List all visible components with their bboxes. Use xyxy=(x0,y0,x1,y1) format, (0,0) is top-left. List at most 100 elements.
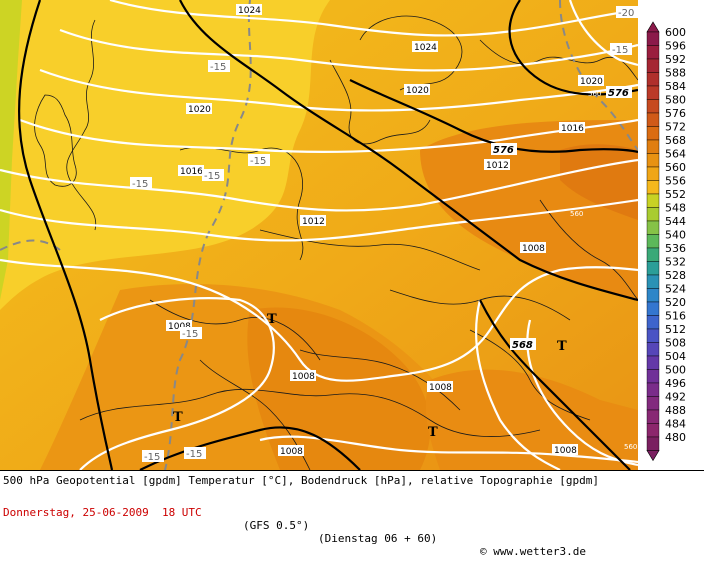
pressure-label: 1024 xyxy=(238,6,261,16)
legend-level-label: 564 xyxy=(665,148,686,161)
pressure-label: 1008 xyxy=(168,322,191,332)
model-run: (Dienstag 06 + 60) xyxy=(318,532,438,545)
legend-swatch xyxy=(646,166,660,181)
legend-swatch xyxy=(646,261,660,276)
legend-level-label: 532 xyxy=(665,256,686,269)
temperature-label: -15 xyxy=(144,452,160,463)
legend-swatch xyxy=(646,436,660,451)
temperature-label: -15 xyxy=(186,449,202,460)
low-pressure-mark: T xyxy=(267,312,277,327)
legend-swatch xyxy=(646,139,660,154)
legend-level-label: 520 xyxy=(665,296,686,309)
legend-level-label: 584 xyxy=(665,80,686,93)
geopotential-label-group: 576 576 568 560 560 560 xyxy=(491,86,637,451)
legend-swatch xyxy=(646,301,660,316)
legend-level-label: 600 xyxy=(665,26,686,39)
legend-level-label: 580 xyxy=(665,94,686,107)
pressure-label-group: 1024 1024 1020 1020 1020 1016 1016 1012 … xyxy=(166,4,604,457)
legend-level-label: 540 xyxy=(665,229,686,242)
legend-swatch xyxy=(646,85,660,100)
geopotential-label: 576 xyxy=(608,88,629,99)
legend-swatch xyxy=(646,234,660,249)
legend-level-label: 496 xyxy=(665,377,686,390)
legend-level-label: 568 xyxy=(665,134,686,147)
legend-swatch xyxy=(646,99,660,114)
pressure-label: 1020 xyxy=(580,77,603,87)
legend-level-label: 560 xyxy=(665,161,686,174)
legend-swatch xyxy=(646,288,660,303)
temperature-label: -15 xyxy=(210,62,226,73)
temperature-label: -15 xyxy=(182,329,198,340)
pressure-label: 1016 xyxy=(180,167,203,177)
legend-swatch xyxy=(646,328,660,343)
pressure-label: 1020 xyxy=(188,105,211,115)
pressure-label: 1020 xyxy=(406,86,429,96)
legend-swatch xyxy=(646,409,660,424)
legend-level-label: 508 xyxy=(665,337,686,350)
zone-556 xyxy=(0,0,330,310)
geopotential-label: 560 xyxy=(588,90,601,98)
map-footer: 500 hPa Geopotential [gpdm] Temperatur [… xyxy=(0,470,704,558)
legend-swatch xyxy=(646,355,660,370)
low-mark-group: T T T T xyxy=(173,312,567,440)
color-legend: 600 596 592 588 584 580 576 572 568 564 560 556 552 5… xyxy=(638,0,704,470)
zone-568-se xyxy=(425,369,638,470)
geopotential-label: 560 xyxy=(624,443,637,451)
geopotential-label: 560 xyxy=(570,210,583,218)
geopotential-label: 568 xyxy=(512,340,533,351)
legend-swatch xyxy=(646,45,660,60)
pressure-label: 1008 xyxy=(522,244,545,254)
legend-level-label: 588 xyxy=(665,67,686,80)
pressure-label: 1008 xyxy=(280,447,303,457)
temperature-label-group: -20 -15 -15 -15 -15 -15 -15 -15 -15 xyxy=(130,6,638,463)
legend-swatch xyxy=(646,423,660,438)
pressure-label: 1012 xyxy=(486,161,509,171)
legend-level-label: 484 xyxy=(665,418,686,431)
pressure-label: 1024 xyxy=(414,43,437,53)
legend-swatch xyxy=(646,126,660,141)
legend-level-label: 572 xyxy=(665,121,686,134)
legend-swatch xyxy=(646,220,660,235)
legend-level-label: 552 xyxy=(665,188,686,201)
temperature-label: -20 xyxy=(618,8,634,19)
legend-swatch xyxy=(646,396,660,411)
temperature-label: -15 xyxy=(250,156,266,167)
legend-level-label: 512 xyxy=(665,323,686,336)
legend-swatch xyxy=(646,193,660,208)
low-pressure-mark: T xyxy=(173,410,183,425)
legend-level-label: 544 xyxy=(665,215,686,228)
map-svg: 1024 1024 1020 1020 1020 1016 1016 1012 … xyxy=(0,0,638,470)
legend-level-label: 492 xyxy=(665,391,686,404)
legend-level-label: 488 xyxy=(665,404,686,417)
legend-level-label: 480 xyxy=(665,431,686,444)
legend-swatch xyxy=(646,180,660,195)
footer-meta: Donnerstag, 25-06-2009 18 UTC (GFS 0.5°)… xyxy=(3,493,586,571)
pressure-label: 1012 xyxy=(302,217,325,227)
model-name: (GFS 0.5°) xyxy=(243,519,310,532)
legend-swatch xyxy=(646,382,660,397)
legend-swatch xyxy=(646,274,660,289)
geopotential-label: 576 xyxy=(493,145,514,156)
temperature-label: -15 xyxy=(132,179,148,190)
legend-swatch xyxy=(646,153,660,168)
weather-map: 1024 1024 1020 1020 1020 1016 1016 1012 … xyxy=(0,0,638,470)
legend-swatch xyxy=(646,31,660,46)
legend-swatch xyxy=(646,342,660,357)
legend-arrow-top xyxy=(646,21,660,33)
legend-level-label: 528 xyxy=(665,269,686,282)
legend-level-label: 556 xyxy=(665,175,686,188)
legend-arrow-bottom xyxy=(646,450,660,462)
map-description: 500 hPa Geopotential [gpdm] Temperatur [… xyxy=(3,474,600,487)
pressure-label: 1008 xyxy=(429,383,452,393)
legend-level-label: 576 xyxy=(665,107,686,120)
legend-level-label: 536 xyxy=(665,242,686,255)
legend-level-label: 516 xyxy=(665,310,686,323)
legend-level-label: 504 xyxy=(665,350,686,363)
legend-swatch xyxy=(646,247,660,262)
legend-svg: 6005965925885845805765725685645605565525… xyxy=(646,21,686,462)
copyright-link[interactable]: © www.wetter3.de xyxy=(480,545,586,558)
legend-level-label: 524 xyxy=(665,283,686,296)
geopotential-lines xyxy=(18,0,638,470)
temperature-label: -15 xyxy=(612,45,628,56)
legend-swatch xyxy=(646,72,660,87)
